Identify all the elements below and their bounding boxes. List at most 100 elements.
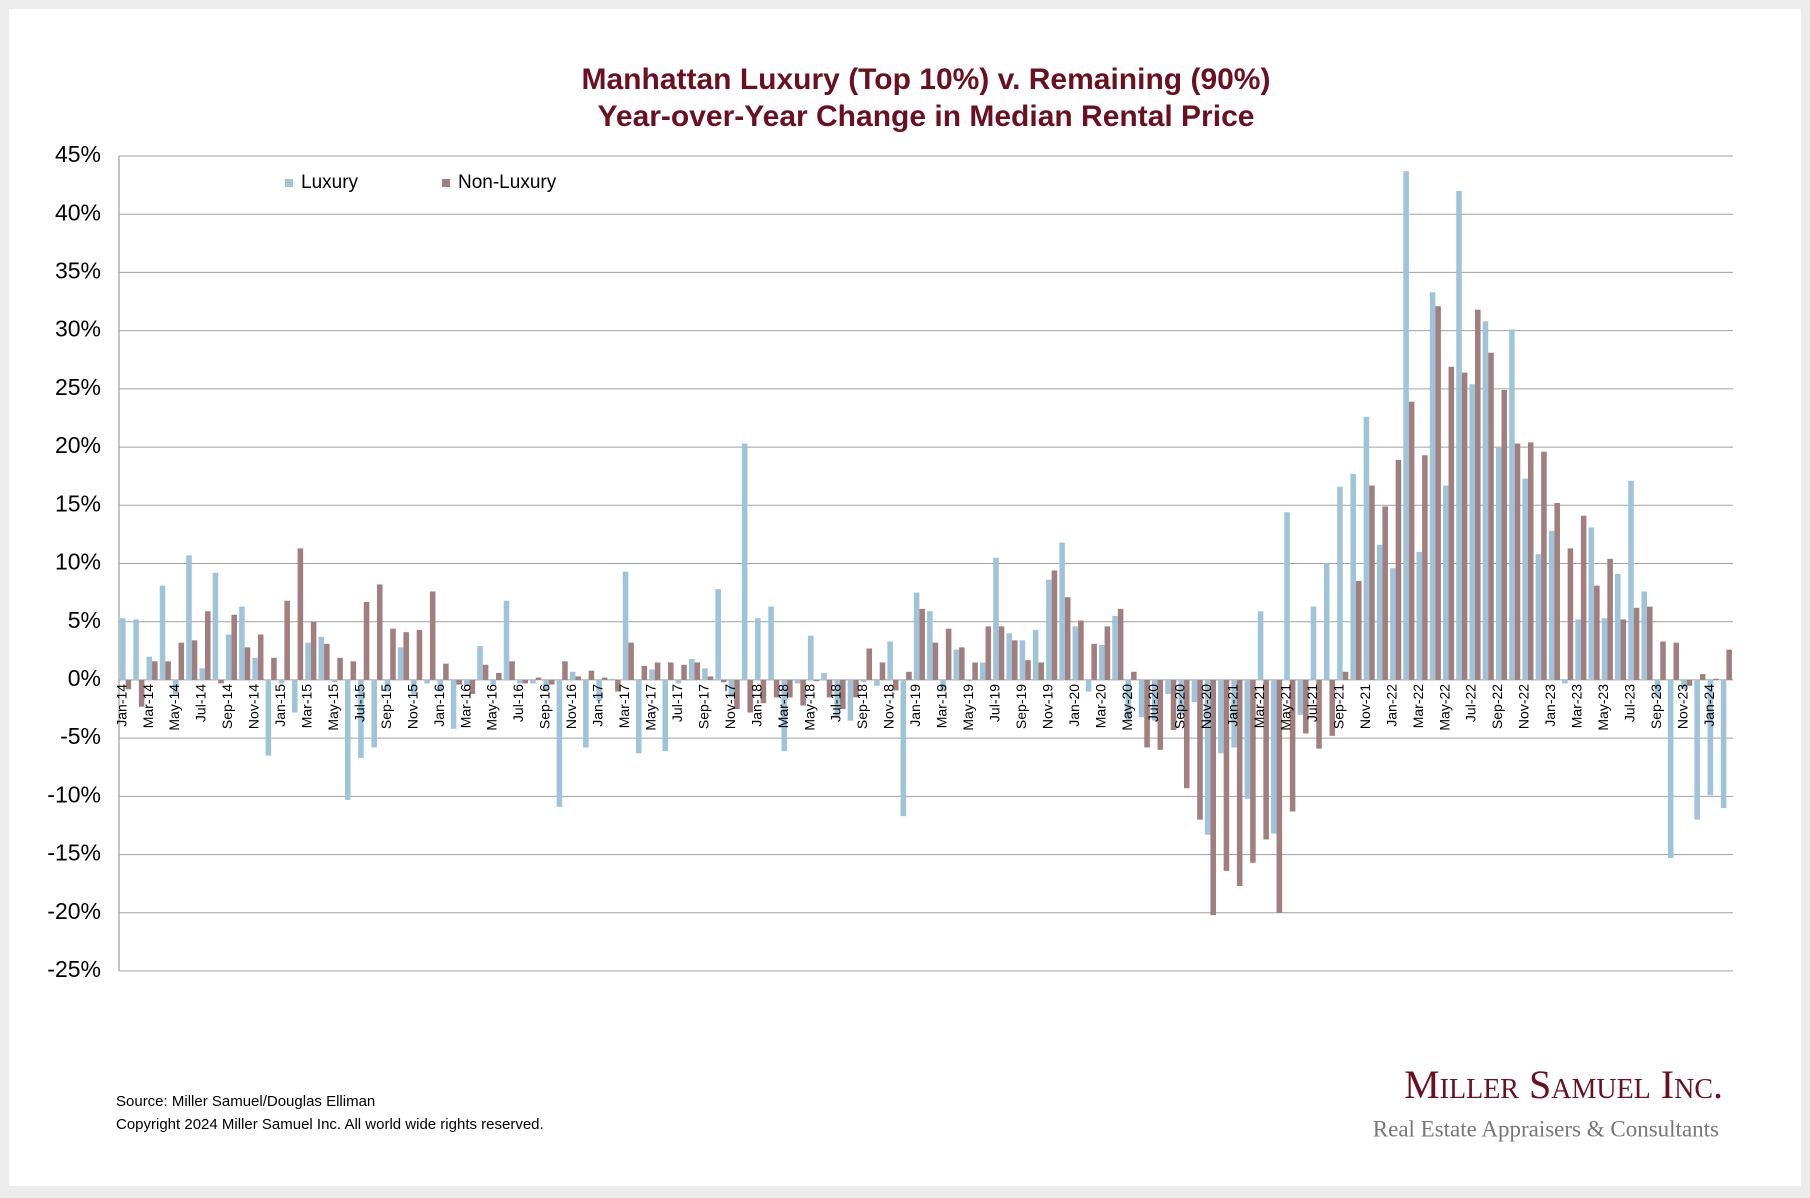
bar bbox=[1170, 679, 1177, 730]
y-tick-label: 15% bbox=[55, 490, 101, 516]
bar bbox=[588, 670, 595, 680]
bar bbox=[1112, 615, 1118, 680]
copyright: Copyright 2024 Miller Samuel Inc. All wo… bbox=[116, 1116, 544, 1133]
bar bbox=[1707, 679, 1714, 796]
bar bbox=[1025, 660, 1031, 680]
x-tick-label: Nov-21 bbox=[1357, 684, 1373, 729]
bar bbox=[787, 679, 793, 698]
bar bbox=[1647, 606, 1653, 680]
y-tick-label: 45% bbox=[55, 141, 101, 167]
bar bbox=[1422, 455, 1428, 680]
bar bbox=[1554, 502, 1560, 680]
bar bbox=[133, 619, 139, 680]
x-tick-label: Jul-17 bbox=[669, 684, 685, 722]
y-tick-label: 0% bbox=[68, 665, 101, 691]
x-tick-label: Nov-16 bbox=[563, 684, 579, 729]
x-tick-label: May-18 bbox=[801, 684, 817, 731]
x-tick-label: May-16 bbox=[484, 684, 500, 731]
x-tick-label: Jul-14 bbox=[193, 684, 209, 722]
bar bbox=[1183, 679, 1190, 789]
bar bbox=[993, 557, 999, 680]
y-tick-label: 10% bbox=[55, 549, 101, 575]
y-tick-label: -20% bbox=[47, 898, 101, 924]
bar bbox=[1527, 442, 1534, 680]
x-tick-label: Nov-20 bbox=[1198, 684, 1214, 729]
bar bbox=[482, 664, 489, 680]
chart-subtitle: Year-over-Year Change in Median Rental P… bbox=[598, 100, 1255, 133]
bar bbox=[1567, 548, 1574, 680]
bar bbox=[755, 618, 761, 680]
x-tick-label: Mar-16 bbox=[457, 684, 473, 729]
bar bbox=[927, 611, 933, 680]
x-tick-label: Jul-15 bbox=[351, 684, 367, 722]
x-tick-label: Jan-21 bbox=[1225, 684, 1241, 727]
bar bbox=[892, 679, 899, 691]
x-tick-label: Mar-14 bbox=[140, 684, 156, 729]
bar bbox=[456, 679, 462, 685]
bar bbox=[271, 657, 277, 680]
bar bbox=[1390, 568, 1396, 680]
bar bbox=[397, 647, 404, 680]
x-tick-label: May-20 bbox=[1119, 684, 1135, 731]
bar bbox=[146, 656, 153, 680]
x-tick-label: Mar-20 bbox=[1092, 684, 1108, 729]
x-tick-label: Mar-15 bbox=[299, 684, 315, 729]
x-tick-label: Nov-23 bbox=[1674, 684, 1690, 729]
bar bbox=[477, 646, 483, 680]
bar bbox=[186, 555, 192, 680]
y-tick-label: -5% bbox=[60, 723, 101, 749]
x-tick-label: Jul-23 bbox=[1621, 684, 1637, 722]
bar bbox=[900, 679, 907, 817]
bar bbox=[522, 679, 529, 684]
bar bbox=[1720, 679, 1727, 808]
bar bbox=[562, 661, 568, 680]
bar bbox=[278, 679, 285, 684]
bar bbox=[979, 662, 986, 680]
x-tick-label: Sep-17 bbox=[695, 684, 711, 729]
bar bbox=[654, 662, 661, 680]
bar bbox=[358, 679, 364, 758]
bar bbox=[966, 679, 973, 682]
x-tick-label: Jul-18 bbox=[828, 684, 844, 722]
bar bbox=[1562, 679, 1568, 684]
bar bbox=[239, 606, 245, 680]
bar bbox=[741, 443, 748, 680]
y-tick-label: -25% bbox=[47, 956, 101, 982]
bar bbox=[384, 679, 391, 692]
bar bbox=[940, 679, 946, 692]
x-tick-label: Jan-20 bbox=[1066, 684, 1082, 727]
bar bbox=[1144, 679, 1150, 748]
bar bbox=[609, 678, 616, 680]
bar bbox=[1046, 579, 1052, 680]
bar bbox=[1310, 606, 1317, 680]
bar bbox=[159, 585, 166, 680]
bar bbox=[1620, 619, 1627, 680]
bar bbox=[331, 679, 338, 683]
x-tick-label: Mar-21 bbox=[1251, 684, 1267, 729]
legend-label: Non-Luxury bbox=[458, 172, 557, 193]
bar bbox=[596, 679, 602, 701]
bar bbox=[1614, 573, 1621, 680]
bar bbox=[760, 679, 767, 704]
bar bbox=[244, 647, 251, 680]
x-tick-label: May-22 bbox=[1436, 684, 1452, 731]
bar bbox=[1456, 190, 1462, 680]
bar bbox=[1482, 321, 1489, 680]
bar bbox=[1151, 679, 1158, 721]
bar bbox=[728, 679, 735, 698]
bar bbox=[496, 672, 502, 680]
bar bbox=[1469, 384, 1476, 680]
bar bbox=[297, 548, 304, 680]
bar bbox=[1355, 580, 1362, 680]
x-tick-label: Nov-18 bbox=[881, 684, 897, 729]
bar bbox=[1006, 633, 1012, 680]
bar bbox=[1443, 485, 1449, 680]
bar bbox=[318, 636, 325, 680]
bar bbox=[1218, 679, 1224, 754]
bar bbox=[1342, 671, 1349, 680]
bar bbox=[1382, 506, 1388, 680]
bar bbox=[821, 672, 827, 680]
bar bbox=[807, 635, 814, 680]
bar bbox=[794, 679, 801, 684]
bar bbox=[1522, 478, 1528, 680]
